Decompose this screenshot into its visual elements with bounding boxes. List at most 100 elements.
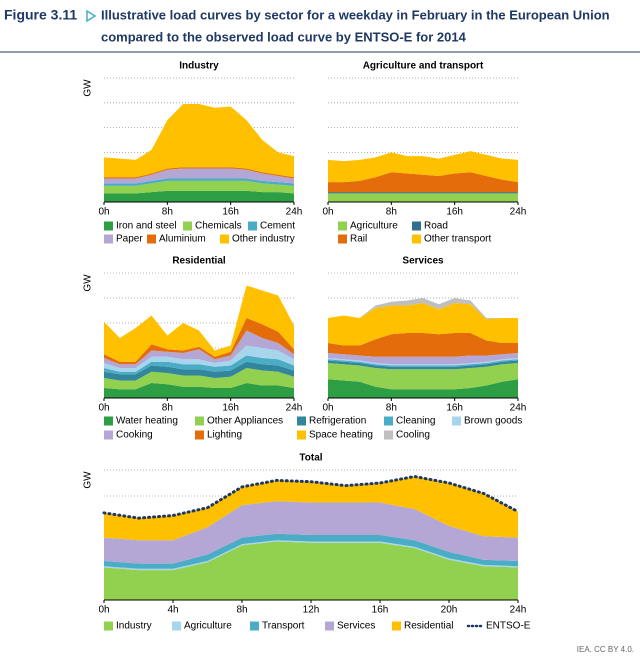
legend-label: ENTSO-E	[486, 621, 531, 632]
chart-title: Services	[402, 256, 444, 267]
legend-swatch	[325, 621, 334, 631]
legend-swatch	[297, 416, 306, 426]
legend-label: Industry	[116, 621, 152, 632]
legend-label: Paper	[116, 234, 143, 245]
area-layer	[328, 298, 518, 320]
area-layer	[104, 368, 294, 390]
area-layer	[328, 353, 518, 365]
legend-label: Iron and steel	[116, 221, 177, 232]
legend-label: Road	[424, 221, 448, 232]
area-layer	[104, 383, 294, 398]
area-layer	[328, 192, 518, 194]
legend-label: Cooking	[116, 430, 153, 441]
chart-title: Industry	[179, 61, 219, 72]
area-layer	[104, 167, 294, 179]
legend-label: Space heating	[309, 430, 373, 441]
chart-title: Residential	[172, 256, 226, 267]
legend-swatch	[250, 621, 259, 631]
area-layer	[328, 172, 518, 193]
area-layer	[104, 533, 518, 569]
legend-swatch	[452, 416, 461, 426]
legend-label: Other industry	[232, 234, 295, 245]
legend-label: Transport	[262, 621, 305, 632]
y-axis-label: GW	[83, 274, 94, 292]
legend-swatch	[412, 234, 421, 244]
x-tick-label: 8h	[386, 207, 397, 218]
x-tick-label: 8h	[162, 207, 173, 218]
x-tick-label: 16h	[222, 207, 239, 218]
legend-swatch	[412, 221, 421, 231]
area-layer	[104, 285, 294, 362]
legend-label: Services	[337, 621, 375, 632]
arrow-icon	[86, 9, 97, 23]
area-layer	[328, 303, 518, 346]
x-tick-label: 16h	[446, 207, 463, 218]
x-tick-label: 0h	[98, 605, 109, 616]
legend-swatch	[195, 416, 204, 426]
area-layer	[328, 358, 518, 366]
entso-line	[102, 474, 520, 520]
area-layer	[104, 345, 294, 372]
legend-swatch	[248, 221, 257, 231]
chart-title: Total	[299, 453, 322, 464]
area-layer	[104, 104, 294, 178]
chart-title: Agriculture and transport	[363, 61, 484, 72]
y-axis-label: GW	[83, 471, 94, 489]
area-layer	[104, 501, 518, 564]
x-tick-label: 8h	[386, 403, 397, 414]
legend-label: Cleaning	[396, 416, 435, 427]
area-layer	[328, 359, 518, 367]
area-layer	[104, 541, 518, 600]
figure-title: Illustrative load curves by sector for a…	[101, 7, 610, 22]
area-layer	[104, 355, 294, 375]
x-tick-label: 0h	[98, 207, 109, 218]
legend-swatch	[384, 430, 393, 440]
legend-swatch	[104, 234, 113, 244]
x-tick-label: 12h	[303, 605, 320, 616]
x-tick-label: 0h	[322, 207, 333, 218]
area-layer	[104, 540, 518, 571]
legend-label: Lighting	[207, 430, 242, 441]
figure-title: compared to the observed load curve by E…	[101, 29, 467, 44]
x-tick-label: 16h	[372, 605, 389, 616]
area-layer	[104, 180, 294, 194]
legend-label: Residential	[404, 621, 453, 632]
x-tick-label: 16h	[222, 403, 239, 414]
legend-swatch	[384, 416, 393, 426]
x-tick-label: 4h	[167, 605, 178, 616]
legend-swatch	[147, 234, 156, 244]
y-axis-label: GW	[83, 79, 94, 97]
area-layer	[104, 476, 518, 541]
area-layer	[104, 361, 294, 381]
x-tick-label: 24h	[510, 403, 527, 414]
figure-label: Figure 3.11	[4, 7, 77, 23]
legend-swatch	[104, 621, 113, 631]
x-tick-label: 0h	[322, 403, 333, 414]
area-layer	[328, 193, 518, 202]
x-tick-label: 0h	[98, 403, 109, 414]
legend-label: Agriculture	[350, 221, 398, 232]
legend-label: Chemicals	[195, 221, 242, 232]
area-layer	[328, 151, 518, 183]
x-tick-label: 24h	[286, 403, 303, 414]
source: IEA. CC BY 4.0.	[577, 645, 634, 654]
area-layer	[104, 178, 294, 186]
legend-label: Other Appliances	[207, 416, 283, 427]
area-layer	[104, 318, 294, 365]
x-tick-label: 24h	[510, 207, 527, 218]
legend-swatch	[195, 430, 204, 440]
x-tick-label: 20h	[441, 605, 458, 616]
area-layer	[328, 333, 518, 357]
legend-swatch	[183, 221, 192, 231]
legend-label: Cement	[260, 221, 295, 232]
x-tick-label: 24h	[510, 605, 527, 616]
legend-swatch	[104, 430, 113, 440]
legend-swatch	[297, 430, 306, 440]
legend-swatch	[338, 234, 347, 244]
legend-label: Other transport	[424, 234, 491, 245]
x-tick-label: 8h	[162, 403, 173, 414]
legend-label: Water heating	[116, 416, 178, 427]
legend-label: Cooling	[396, 430, 430, 441]
legend-label: Brown goods	[464, 416, 522, 427]
